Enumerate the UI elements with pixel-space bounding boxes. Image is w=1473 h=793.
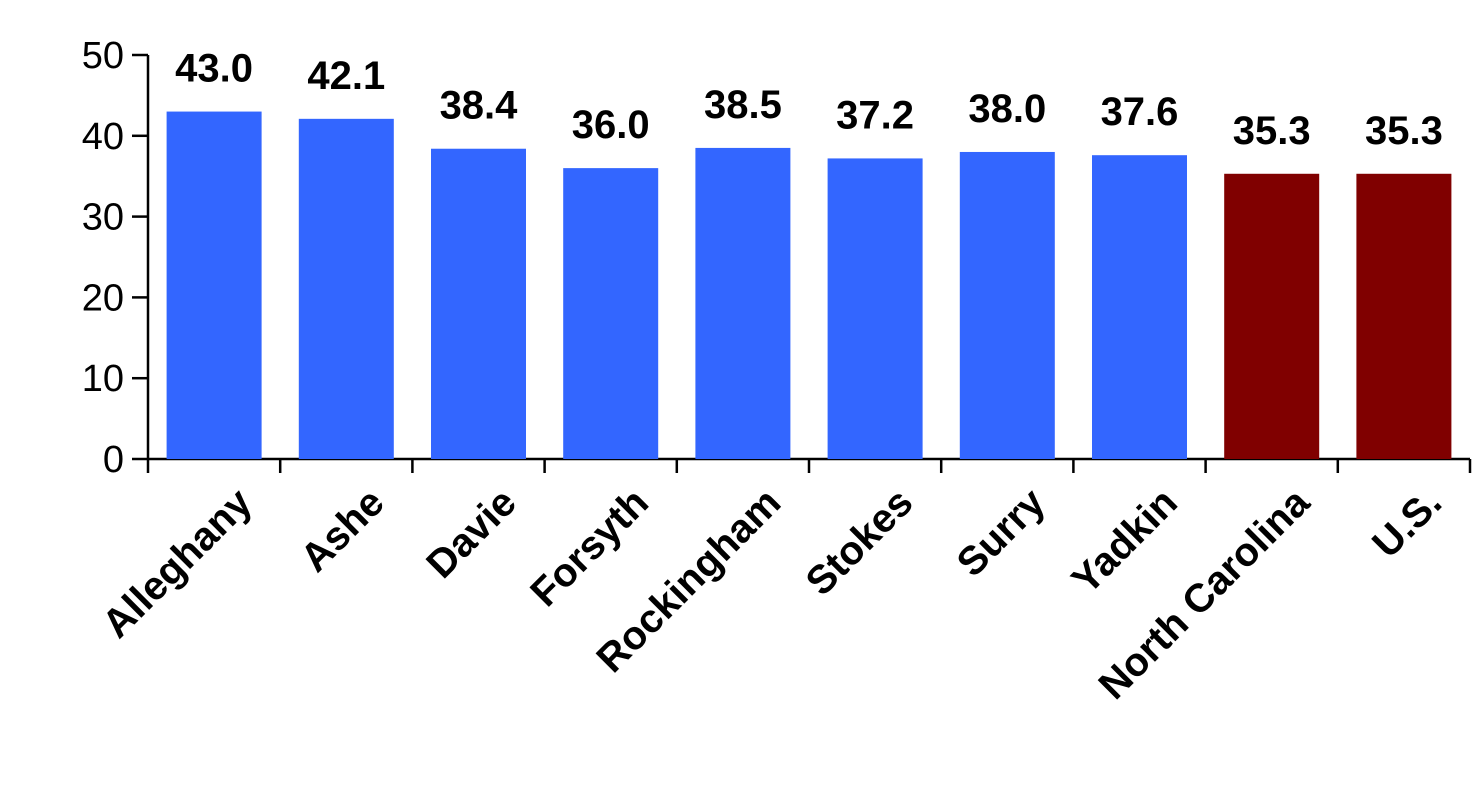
data-label: 35.3 [1233,109,1311,153]
y-tick-label: 40 [82,116,124,158]
data-label: 43.0 [175,47,253,91]
data-label: 37.2 [836,93,914,137]
data-label: 35.3 [1365,109,1443,153]
bar [1092,155,1187,459]
data-label: 38.0 [968,87,1046,131]
y-tick-label: 30 [82,197,124,239]
bar [827,158,923,459]
data-label: 42.1 [307,54,385,98]
category-label: Stokes [798,480,922,604]
x-axis [146,457,1472,473]
category-label: Davie [418,480,525,587]
category-label: Forsyth [522,480,657,615]
bar [298,118,394,459]
data-label: 36.0 [572,103,650,147]
y-tick-label: 50 [82,35,124,77]
bar [166,111,262,459]
bar [1356,173,1452,459]
category-label: Ashe [292,480,392,580]
data-label: 38.4 [440,84,519,128]
bar [431,148,526,459]
y-tick-label: 10 [82,358,124,400]
category-label: Surry [949,480,1055,586]
bar [959,151,1055,459]
bars [166,111,1452,460]
bar [1224,173,1320,459]
y-tick-label: 0 [103,439,124,481]
category-label: U.S. [1364,480,1450,566]
data-label: 38.5 [704,83,782,127]
data-label: 37.6 [1101,90,1179,134]
value-labels: 43.0 42.1 38.4 36.0 38.5 37.2 38.0 37.6 35.3 35.3 [175,47,1443,153]
y-axis: 0 10 20 30 40 50 [82,35,150,481]
category-label: Alleghany [94,480,261,647]
bar [695,147,791,460]
bar [563,168,659,459]
category-label: Yadkin [1064,480,1186,602]
y-tick-label: 20 [82,277,124,319]
